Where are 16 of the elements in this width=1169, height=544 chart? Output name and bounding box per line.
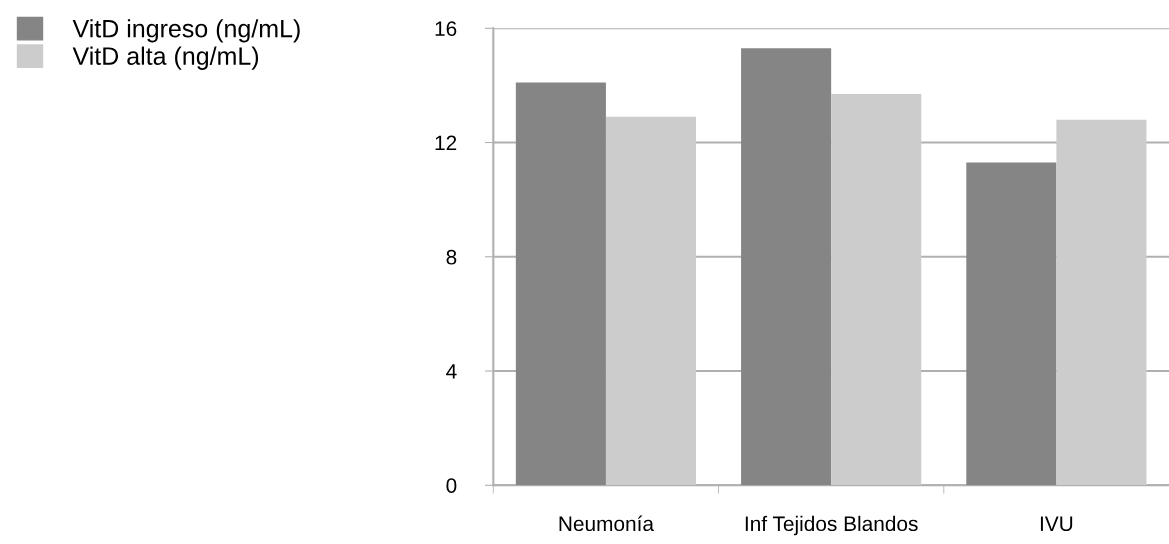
y-tick-label: 12 — [435, 135, 457, 151]
x-tick-label: Inf Tejidos Blandos — [745, 515, 918, 536]
bar — [966, 162, 1057, 486]
bar — [831, 93, 922, 486]
bar — [1056, 119, 1147, 486]
bar — [605, 116, 697, 486]
legend-label: VitD ingreso (ng/mL) — [72, 19, 300, 43]
x-tick-label: Neumonía — [559, 515, 654, 532]
bar — [515, 82, 606, 486]
y-tick-label: 16 — [435, 21, 457, 37]
bar — [741, 48, 832, 486]
legend-label: VitD alta (ng/mL) — [72, 46, 259, 70]
y-tick-label: 4 — [446, 364, 457, 379]
x-tick-label: IVU — [1040, 516, 1073, 532]
y-tick-label: 8 — [446, 249, 457, 265]
y-tick-label: 0 — [446, 478, 457, 493]
